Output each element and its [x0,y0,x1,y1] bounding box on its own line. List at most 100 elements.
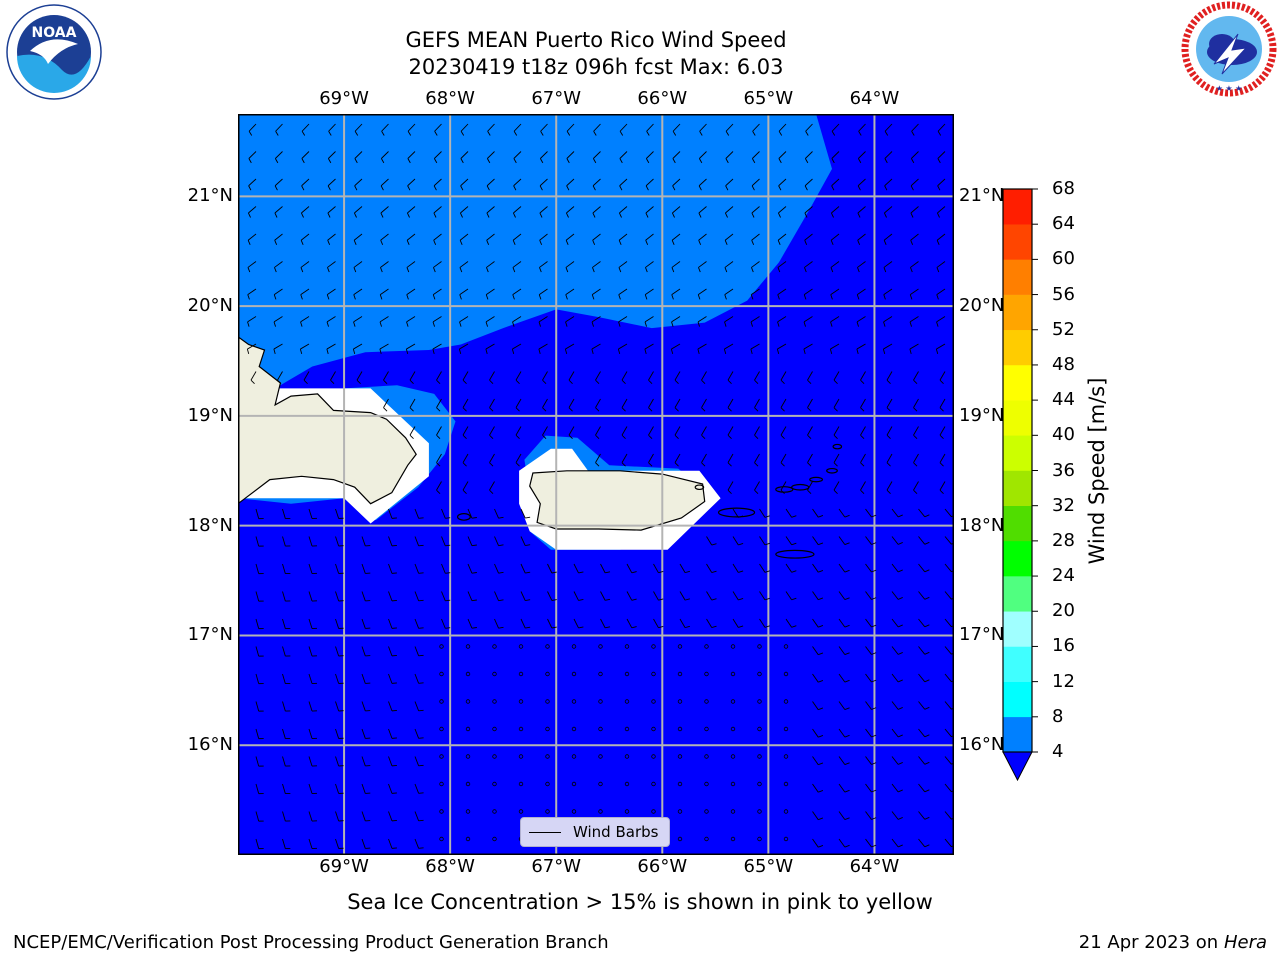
wind-barb-shaft [300,316,310,323]
wind-barb [698,178,707,191]
wind-barb-flag [605,626,611,629]
wind-barb [568,398,575,412]
wind-barb [865,618,877,628]
wind-barb-flag [274,240,278,245]
wind-barb-shaft [485,316,495,323]
wind-barb-flag [595,407,600,412]
wind-barb-shaft [282,536,286,547]
wind-barb-shaft [512,343,522,350]
wind-barb-flag [738,543,744,546]
wind-barb-flag [432,321,435,327]
wind-barb-flag [805,131,809,136]
wind-barb-flag [883,212,887,218]
wind-barb-shaft [282,783,286,794]
wind-barb-flag [754,489,759,495]
wind-barb-shaft [486,206,495,214]
wind-barb-shaft [860,371,866,381]
wind-barb-flag [857,267,860,273]
wind-barb-shaft [727,453,734,463]
wind-barb [414,563,424,574]
wind-barb-flag [459,321,462,327]
wind-barb-flag [460,185,464,191]
wind-barb-flag [418,709,424,712]
wind-barb-flag [327,185,331,191]
wind-barb [494,563,504,574]
wind-barb-calm [439,809,444,814]
wind-barb-shaft [327,178,336,187]
wind-barb-flag [486,240,490,245]
wind-barb-flag [406,240,410,245]
wind-barb-shaft [520,536,526,546]
wind-barb-flag [418,847,424,849]
wind-barb [939,453,946,467]
wind-barb [860,481,866,495]
wind-barb-flag [831,185,835,191]
wind-barb-shaft [335,536,340,547]
wind-barb-shaft [282,728,286,739]
wind-barb-flag [684,570,691,574]
wind-barb-flag [936,294,939,300]
map-legend: Wind Barbs [520,817,670,847]
wind-barb [645,233,654,245]
wind-barb-shaft [830,261,840,268]
wind-barb-shaft [327,206,336,214]
wind-barb [884,151,893,164]
wind-barb-flag [752,131,756,136]
wind-barb [308,591,318,602]
wind-barb [884,178,893,191]
wind-barb-shaft [812,756,819,765]
wind-barb [388,838,397,849]
wind-barb-flag [701,379,706,385]
wind-barb [380,206,389,218]
wind-barb [538,316,548,327]
wind-barb-flag [418,627,424,629]
wind-barb [407,151,416,164]
wind-barb [388,563,397,574]
wind-barb-shaft [891,728,899,738]
wind-barb [812,591,824,601]
wind-barb-flag [539,158,544,164]
wind-barb [414,756,424,767]
wind-barb-flag [857,240,861,245]
wind-barb-shaft [512,233,522,241]
wind-barb [777,206,787,218]
wind-barb [300,316,310,327]
wind-barb-shaft [388,673,393,684]
wind-barb-shaft [275,123,283,132]
wind-barb-shaft [513,151,522,159]
wind-barb-calm [518,781,524,787]
wind-barb-flag [273,348,276,355]
wind-barb-shaft [724,316,734,323]
wind-barb-shaft [407,123,416,132]
wind-barb-shaft [513,123,522,132]
wind-barb-shaft [838,756,846,765]
wind-barb-flag [727,434,732,440]
wind-barb-shaft [300,233,310,241]
wind-barb [913,398,919,412]
wind-barb-shaft [812,536,819,545]
wind-barb [891,838,903,848]
wind-barb-shaft [812,701,819,710]
wind-barb-flag [924,679,930,683]
wind-barb [248,123,257,136]
wind-barb-flag [924,651,930,655]
colorbar-band [1003,646,1032,682]
wind-barb-shaft [353,316,363,323]
wind-barb [706,536,717,546]
wind-barb-flag [591,348,594,355]
wind-barb-shaft [785,508,792,518]
wind-barb-flag [897,734,903,738]
wind-barb-flag [592,240,596,245]
wind-barb [725,151,734,164]
wind-barb-calm [598,726,603,732]
wind-barb-shaft [804,178,813,187]
wind-barb [414,728,424,739]
wind-barb [865,728,877,738]
wind-barb-flag [750,294,754,300]
wind-barb-shaft [780,398,787,408]
wind-barb-flag [844,569,850,573]
wind-barb-calm [465,754,471,759]
wind-barb-flag [725,185,729,191]
wind-barb [838,756,850,766]
wind-barb-shaft [777,288,787,296]
